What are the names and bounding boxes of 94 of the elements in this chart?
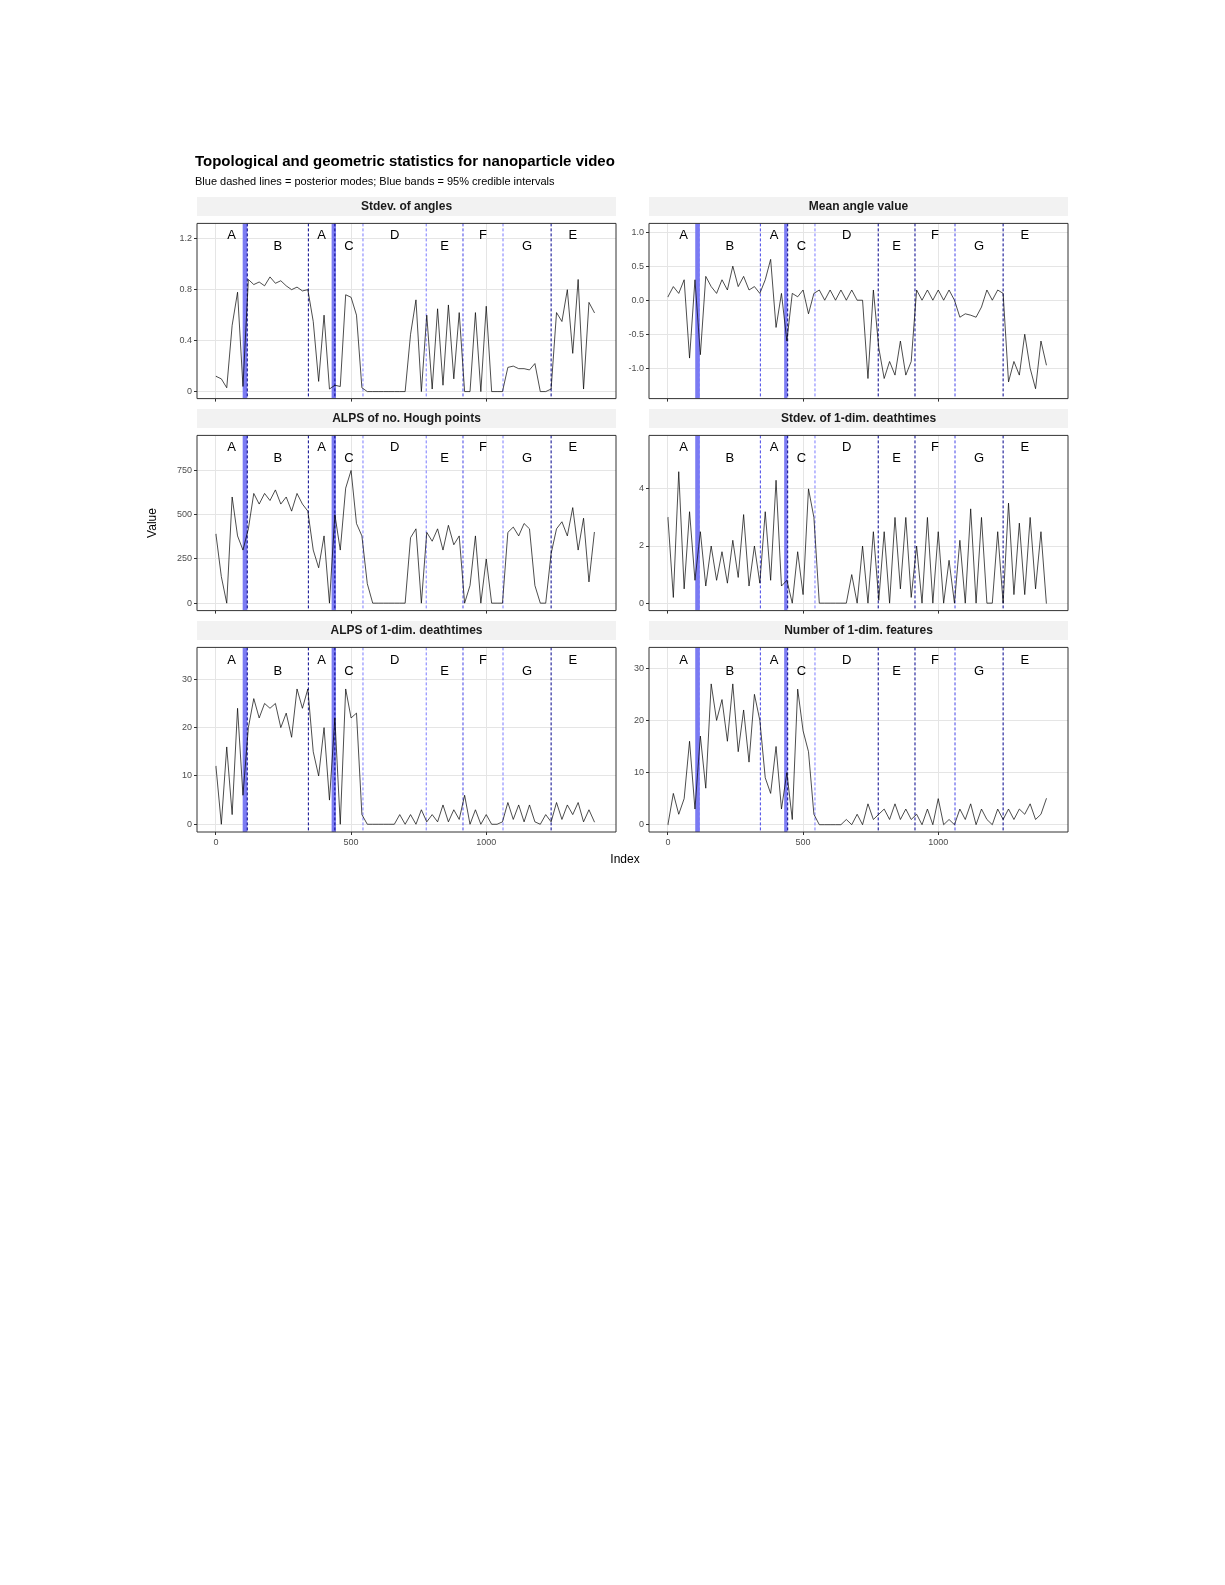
annotation: D — [841, 651, 852, 667]
annotation: E — [568, 227, 578, 243]
y-tick-label: 10 — [181, 770, 192, 781]
annotation: E — [440, 662, 450, 678]
y-tick-label: 0.8 — [179, 284, 192, 295]
annotation: E — [568, 439, 578, 455]
annotation: A — [317, 651, 327, 667]
annotation: A — [679, 651, 689, 667]
annotation: E — [892, 449, 902, 465]
y-tick-label: -0.5 — [628, 328, 644, 339]
annotation: A — [227, 651, 237, 667]
annotation: E — [1020, 227, 1030, 243]
y-tick-label: 0.4 — [179, 335, 192, 346]
annotation: C — [344, 662, 354, 678]
annotation: D — [841, 227, 852, 243]
annotation: E — [440, 237, 450, 253]
y-tick-label: 1.2 — [179, 233, 192, 244]
y-tick-label: 0 — [186, 818, 192, 829]
annotation: E — [892, 662, 902, 678]
annotation: G — [974, 662, 985, 678]
chart-title: Number of 1-dim. features — [649, 621, 1068, 640]
y-tick-label: 0 — [186, 597, 192, 608]
annotation: F — [479, 439, 488, 455]
chart-title: Stdev. of angles — [197, 197, 616, 216]
y-tick-label: 500 — [176, 509, 192, 520]
annotation: E — [1020, 439, 1030, 455]
annotation: G — [522, 662, 533, 678]
annotation: B — [273, 449, 283, 465]
annotation: A — [227, 439, 237, 455]
y-tick-label: 30 — [181, 673, 192, 684]
annotation: A — [227, 227, 237, 243]
x-tick-label: 500 — [795, 836, 811, 847]
y-tick-label: 0 — [638, 819, 644, 830]
y-tick-label: 750 — [176, 464, 192, 475]
y-tick-label: 1.0 — [631, 226, 644, 237]
annotation: E — [568, 651, 578, 667]
y-tick-label: 20 — [181, 722, 192, 733]
x-tick-label: 0 — [665, 836, 671, 847]
annotation: F — [931, 439, 940, 455]
y-tick-label: 0.5 — [631, 260, 644, 271]
chart-title: Mean angle value — [649, 197, 1068, 216]
annotation: A — [679, 227, 689, 243]
x-tick-label: 0 — [213, 836, 219, 847]
text: Blue dashed lines = posterior modes; Blue bands = 95% credible intervals — [195, 175, 556, 187]
annotation: A — [769, 439, 779, 455]
y-tick-label: 4 — [638, 483, 644, 494]
annotation: D — [389, 439, 400, 455]
y-tick-label: 20 — [633, 714, 644, 725]
annotation: C — [344, 449, 354, 465]
annotation: G — [522, 237, 533, 253]
annotation: A — [679, 439, 689, 455]
y-tick-label: 2 — [638, 540, 644, 551]
annotation: E — [440, 449, 450, 465]
x-tick-label: 500 — [343, 836, 359, 847]
x-tick-label: 1000 — [476, 836, 497, 847]
chart-title: ALPS of no. Hough points — [197, 409, 616, 428]
annotation: G — [974, 237, 985, 253]
y-tick-label: 0 — [186, 386, 192, 397]
annotation: E — [1020, 651, 1030, 667]
annotation: D — [389, 227, 400, 243]
annotation: C — [796, 449, 807, 465]
annotation: C — [796, 237, 807, 253]
annotation: B — [273, 237, 283, 253]
annotation: F — [479, 651, 488, 667]
annotation: A — [769, 227, 779, 243]
annotation: G — [522, 449, 533, 465]
annotation: G — [974, 449, 985, 465]
x-axis-title: Index — [610, 852, 640, 866]
annotation: B — [725, 237, 735, 253]
annotation: F — [931, 227, 940, 243]
chart-title: ALPS of 1-dim. deathtimes — [197, 621, 616, 640]
annotation: F — [479, 227, 488, 243]
annotation: B — [273, 662, 283, 678]
y-axis-title: Value — [145, 508, 159, 538]
y-tick-label: 250 — [176, 553, 192, 564]
y-tick-label: 0.0 — [631, 294, 644, 305]
annotation: A — [769, 651, 779, 667]
x-tick-label: 1000 — [928, 836, 949, 847]
y-tick-label: 30 — [633, 662, 644, 673]
text: Topological and geometric statistics for nanoparticle video — [195, 152, 615, 169]
y-tick-label: -1.0 — [628, 362, 644, 373]
y-tick-label: 0 — [638, 597, 644, 608]
annotation: F — [931, 651, 940, 667]
annotation: C — [796, 662, 807, 678]
annotation: B — [725, 662, 735, 678]
annotation: C — [344, 237, 354, 253]
y-tick-label: 10 — [633, 767, 644, 778]
annotation: A — [317, 439, 327, 455]
annotation: B — [725, 449, 735, 465]
annotation: D — [841, 439, 852, 455]
annotation: D — [389, 651, 400, 667]
annotation: A — [317, 227, 327, 243]
annotation: E — [892, 237, 902, 253]
chart-title: Stdev. of 1-dim. deathtimes — [649, 409, 1068, 428]
